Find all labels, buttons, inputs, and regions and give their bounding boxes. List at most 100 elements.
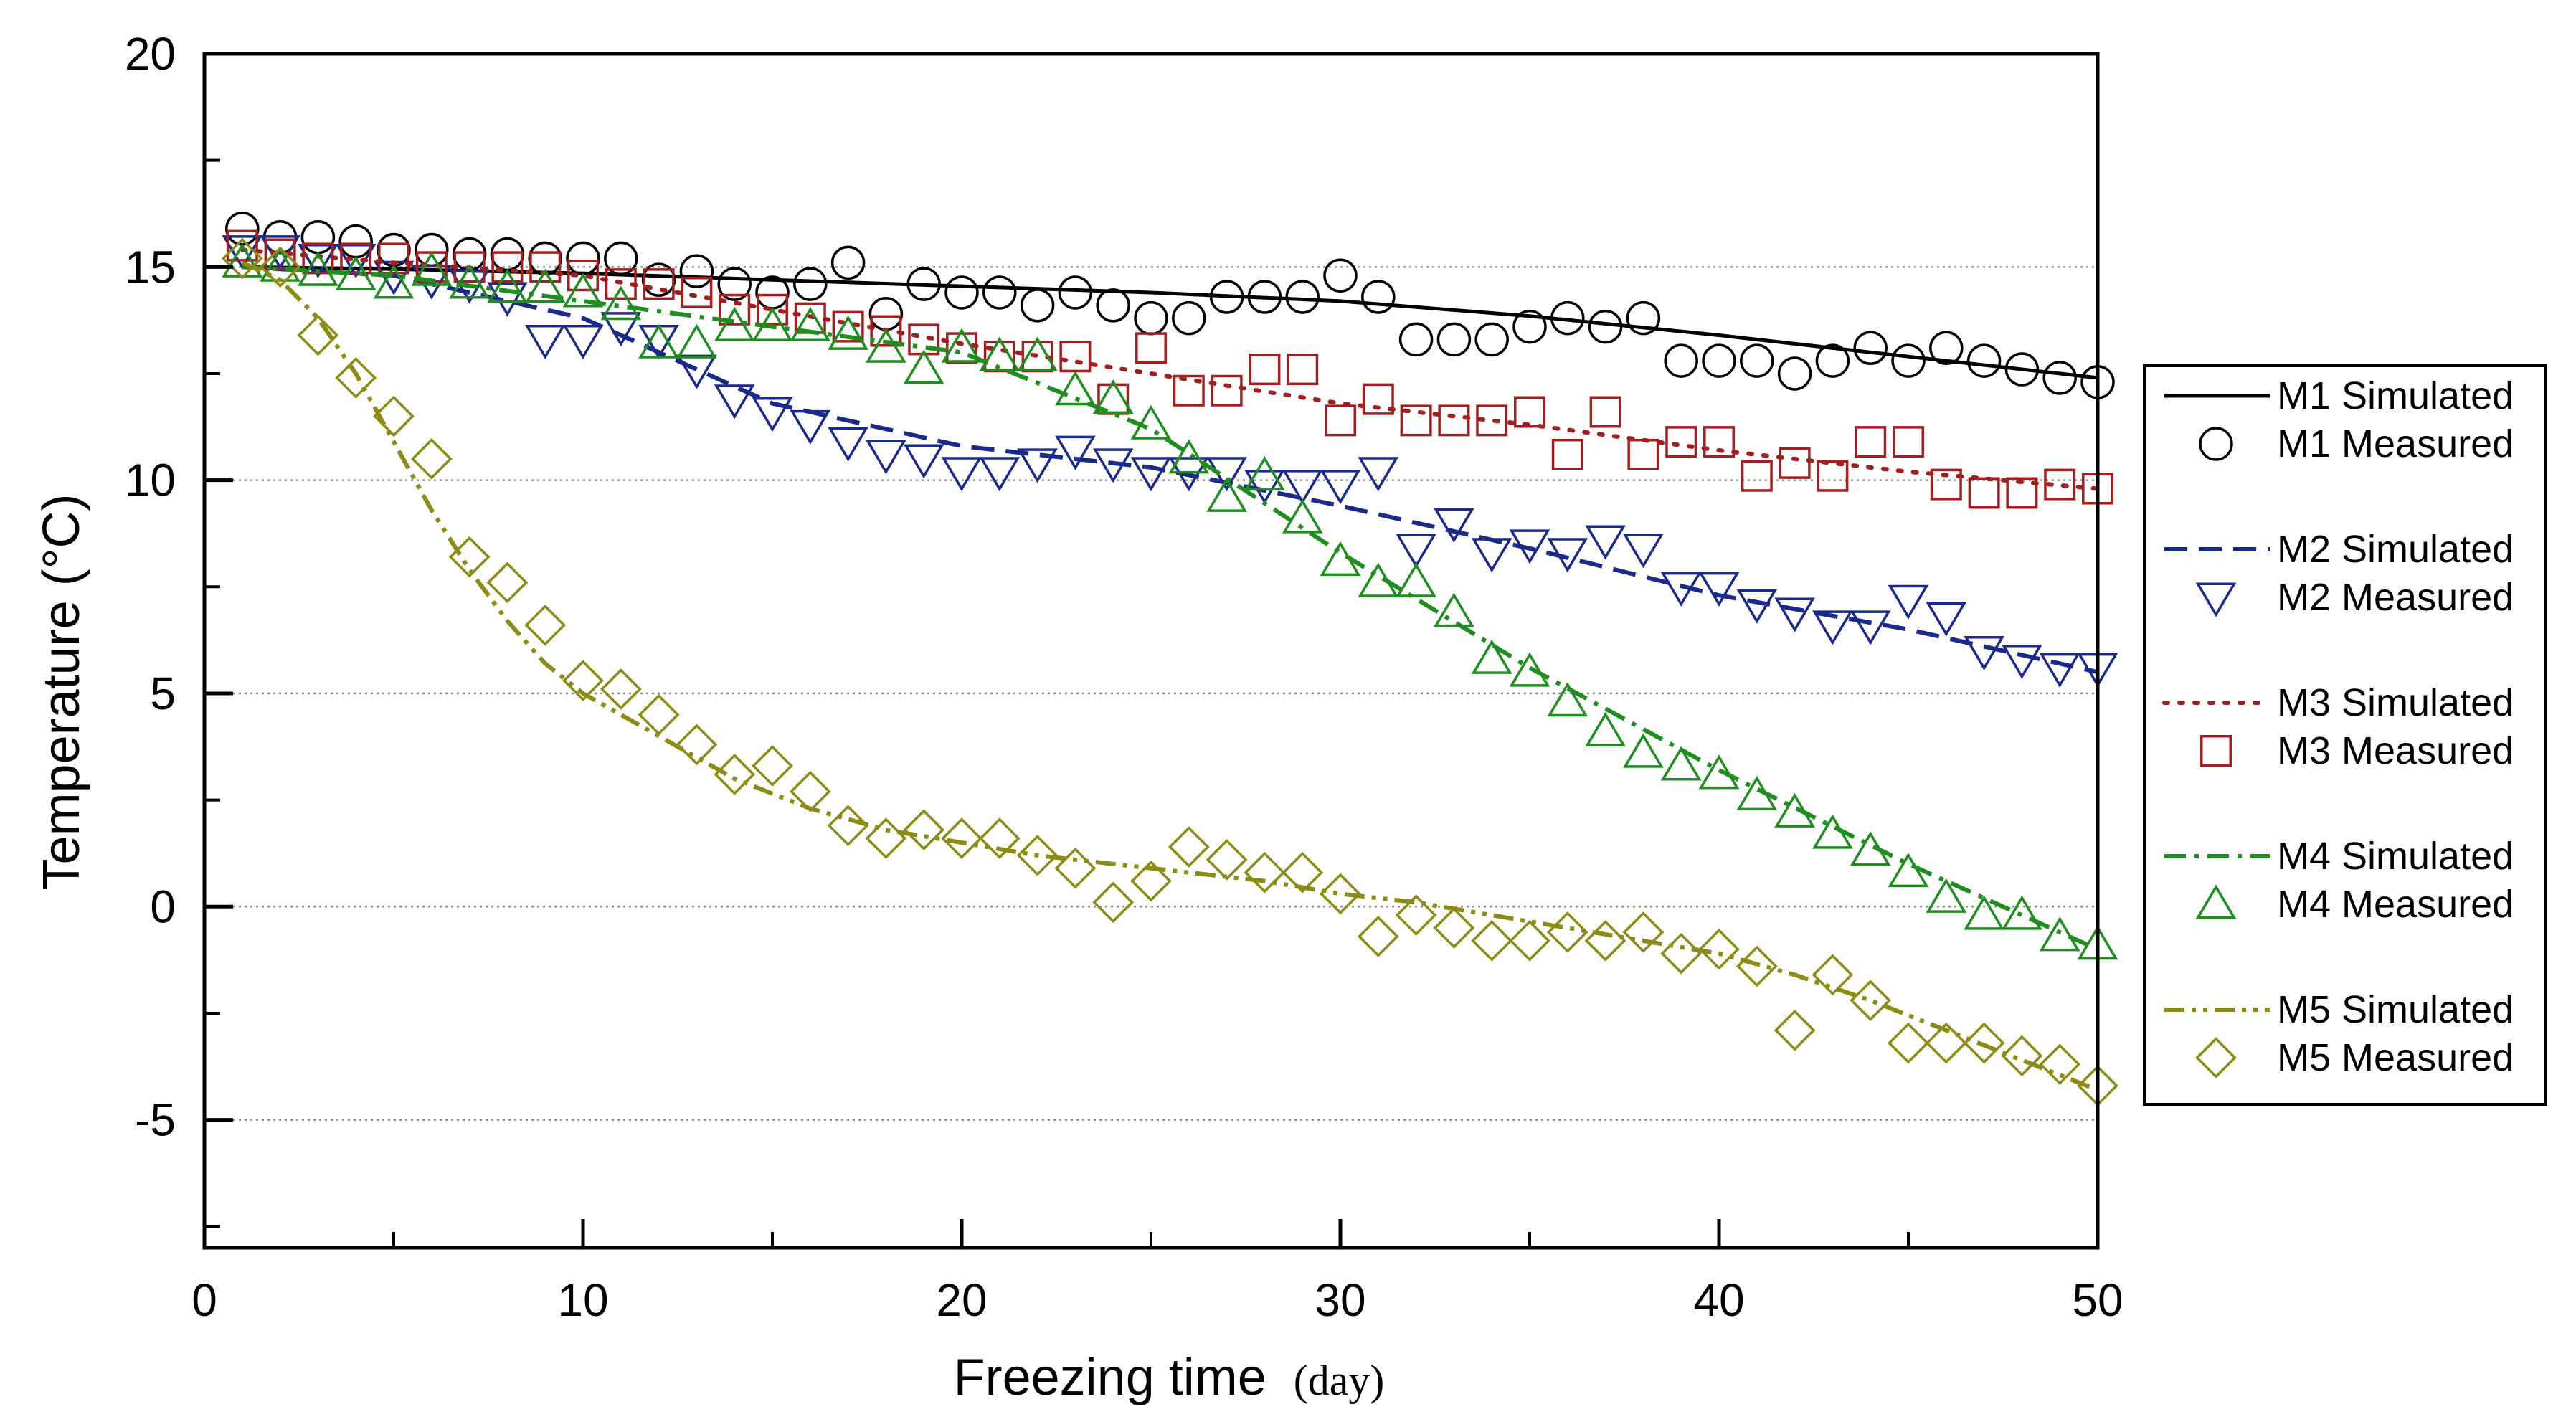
data-point-m4 xyxy=(1547,682,1588,717)
data-point-m2 xyxy=(714,384,755,419)
data-point-m2 xyxy=(524,324,566,360)
data-point-m5 xyxy=(1850,980,1892,1021)
data-point-m2 xyxy=(1623,534,1664,569)
data-point-m5 xyxy=(1168,826,1210,868)
data-point-m4 xyxy=(411,251,453,286)
data-point-m4 xyxy=(449,264,490,299)
data-point-m3 xyxy=(567,260,599,292)
legend-marker-swatch xyxy=(2195,582,2237,617)
data-point-m5 xyxy=(410,438,453,480)
data-point-m4 xyxy=(373,264,415,299)
legend-box xyxy=(2143,364,2547,1106)
data-point-m1 xyxy=(830,245,866,280)
legend-marker-swatch xyxy=(2199,427,2233,461)
series-m4 xyxy=(222,242,2118,960)
y-axis-title: Temperature (°C) xyxy=(33,494,90,891)
data-point-m1 xyxy=(717,267,752,301)
data-point-m3 xyxy=(1741,460,1773,492)
data-point-m3 xyxy=(340,242,372,275)
x-axis-title: Freezing time (day) xyxy=(954,1349,1385,1406)
data-point-m2 xyxy=(866,440,906,475)
data-point-m3 xyxy=(2044,468,2076,501)
series-m3-simulated-line xyxy=(240,247,2100,491)
data-point-m1 xyxy=(1891,343,1926,378)
data-point-m5 xyxy=(1244,851,1286,893)
data-point-m5 xyxy=(1357,916,1399,957)
data-point-m1 xyxy=(1966,343,2002,378)
data-point-m4 xyxy=(828,315,868,350)
data-point-m3 xyxy=(1968,477,2000,509)
data-point-m2 xyxy=(1320,470,1361,505)
data-point-m2 xyxy=(1888,584,1929,620)
data-point-m2 xyxy=(600,312,642,347)
legend-entry: M1 Simulated xyxy=(2164,374,2514,417)
series-m2-simulated-line xyxy=(242,265,2098,675)
data-point-m3 xyxy=(1400,404,1432,437)
y-tick-label: 10 xyxy=(125,455,176,506)
data-point-m5 xyxy=(827,805,869,847)
data-point-m2 xyxy=(1130,457,1172,492)
data-point-m3 xyxy=(1589,396,1621,428)
legend-label: M5 Simulated xyxy=(2277,988,2514,1031)
data-point-m4 xyxy=(1434,592,1474,627)
data-point-m4 xyxy=(941,328,982,363)
data-point-m2 xyxy=(2039,653,2080,688)
legend-entry: M4 Simulated xyxy=(2164,835,2514,878)
data-point-m5 xyxy=(1812,954,1854,996)
data-point-m1 xyxy=(1740,343,1774,378)
data-point-m5 xyxy=(221,237,263,280)
series-m4-measured xyxy=(222,242,2118,960)
legend-entry: M5 Simulated xyxy=(2164,988,2514,1031)
data-point-m3 xyxy=(529,251,562,283)
data-point-m4 xyxy=(638,323,679,359)
data-point-m3 xyxy=(1287,354,1319,386)
data-point-m1 xyxy=(1436,322,1472,357)
data-point-m4 xyxy=(1130,404,1172,440)
data-point-m3 xyxy=(2006,477,2038,509)
legend-marker-swatch xyxy=(2200,735,2232,767)
legend-label: M2 Simulated xyxy=(2277,528,2514,571)
data-point-m5 xyxy=(1433,907,1475,949)
data-point-m1 xyxy=(641,262,676,297)
data-point-m4 xyxy=(1964,895,2004,930)
data-point-m5 xyxy=(2001,1035,2043,1077)
data-point-m3 xyxy=(1438,404,1470,437)
data-point-m2 xyxy=(1434,508,1474,543)
data-point-m1 xyxy=(1777,356,1812,391)
data-point-m2 xyxy=(828,427,868,462)
axis-ticks xyxy=(202,52,2100,1248)
data-point-m3 xyxy=(1476,404,1508,437)
data-point-m1 xyxy=(982,275,1017,310)
data-point-m5 xyxy=(1963,1022,2005,1064)
data-point-m5 xyxy=(600,668,642,710)
data-point-m1 xyxy=(679,254,714,289)
data-point-m5 xyxy=(676,724,718,766)
data-point-m4 xyxy=(1055,371,1096,406)
data-point-m5 xyxy=(752,745,793,787)
data-point-m3 xyxy=(378,242,409,275)
data-point-m2 xyxy=(2002,644,2042,680)
data-point-m4 xyxy=(1623,733,1664,768)
data-point-m2 xyxy=(1850,610,1891,645)
data-point-m3 xyxy=(1135,332,1167,364)
data-point-m2 xyxy=(1055,435,1096,470)
data-point-m4 xyxy=(676,323,717,359)
data-point-m5 xyxy=(524,604,567,646)
data-point-m5 xyxy=(1888,1022,1929,1064)
data-point-m1 xyxy=(1664,343,1698,378)
data-point-m4 xyxy=(2039,916,2080,952)
data-point-m5 xyxy=(1622,911,1665,953)
data-point-m4 xyxy=(1471,639,1512,674)
data-point-m3 xyxy=(1551,438,1583,470)
data-point-m5 xyxy=(2039,1043,2081,1086)
data-point-m5 xyxy=(486,561,529,604)
data-point-m5 xyxy=(562,660,604,701)
data-point-m1 xyxy=(1398,322,1434,357)
data-point-m1 xyxy=(944,275,979,310)
data-point-m2 xyxy=(1964,636,2004,671)
data-point-m4 xyxy=(1206,477,1247,512)
data-point-m5 xyxy=(1584,919,1626,962)
data-point-m3 xyxy=(1779,447,1811,479)
data-point-m4 xyxy=(2002,895,2042,930)
data-point-m1 xyxy=(1172,300,1206,336)
